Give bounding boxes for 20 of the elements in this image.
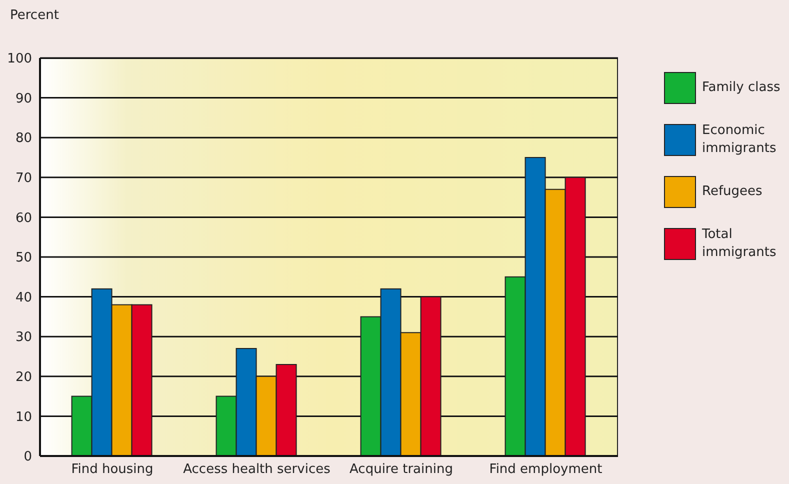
legend-label: Economic immigrants [702, 122, 778, 158]
legend-label: Refugees [702, 183, 764, 201]
y-tick-label: 70 [15, 171, 32, 186]
legend-label: Total immigrants [702, 226, 778, 262]
x-tick-label: Acquire training [350, 462, 453, 478]
y-tick-label: 40 [15, 290, 32, 306]
legend-label: Family class [702, 79, 782, 97]
y-tick-label: 0 [24, 450, 32, 465]
x-tick-label: Find housing [71, 462, 154, 478]
y-tick-label: 60 [15, 210, 32, 226]
y-axis-title: Percent [10, 8, 59, 23]
y-tick-label: 80 [15, 131, 32, 146]
y-tick-label: 100 [7, 52, 32, 67]
y-tick-label: 10 [15, 410, 32, 425]
y-tick-label: 20 [15, 370, 32, 386]
x-tick-label: Find employment [489, 462, 602, 478]
y-tick-label: 90 [15, 91, 32, 106]
y-tick-label: 50 [15, 250, 32, 266]
x-tick-label: Access health services [183, 462, 331, 478]
y-tick-label: 30 [15, 330, 32, 346]
